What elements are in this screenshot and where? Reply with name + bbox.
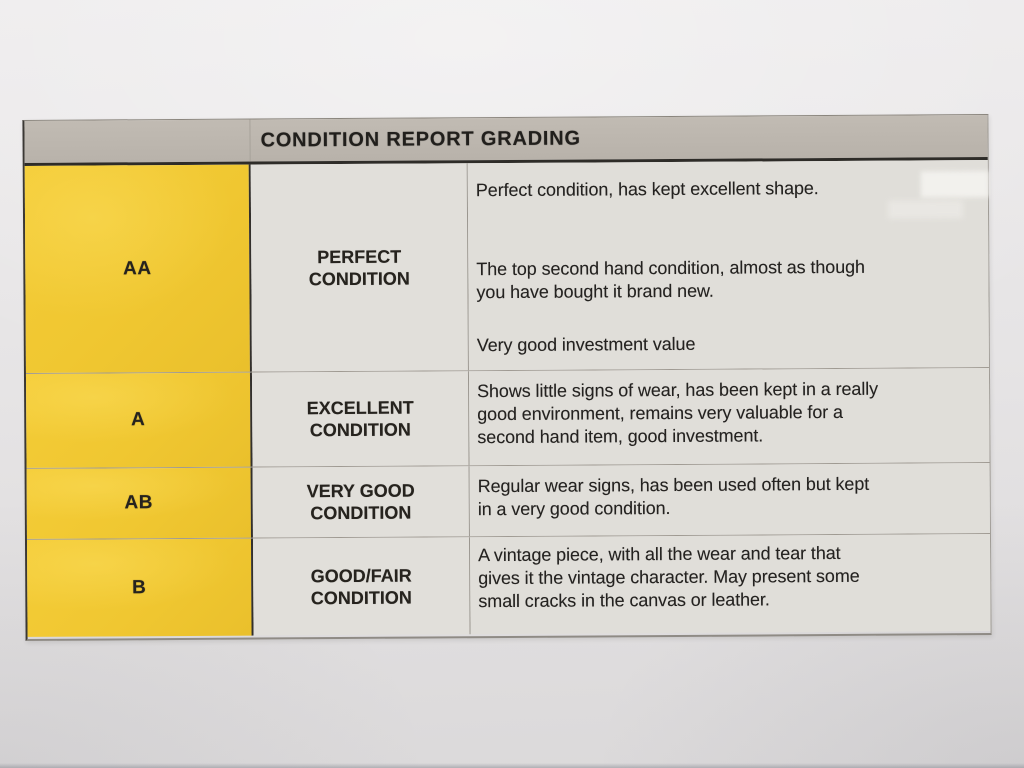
description-paragraph: A vintage piece, with all the wear and t… — [478, 542, 860, 612]
table-row-aa: AA PERFECT CONDITION Perfect condition, … — [24, 160, 989, 373]
table-row-ab: AB VERY GOOD CONDITION Regular wear sign… — [26, 462, 990, 539]
description-paragraph: The top second hand condition, almost as… — [476, 256, 865, 303]
header-spacer-cell — [24, 119, 251, 163]
grade-code: A — [131, 409, 146, 431]
grade-cell: AB — [26, 467, 253, 539]
grade-code: AB — [124, 492, 154, 514]
description-cell: Perfect condition, has kept excellent sh… — [467, 160, 989, 371]
whiteout-patch — [920, 171, 989, 198]
condition-grading-table: CONDITION REPORT GRADING AA PERFECT COND… — [22, 114, 992, 641]
description-paragraph: Very good investment value — [476, 333, 696, 356]
grade-code: AA — [123, 257, 152, 279]
table-header: CONDITION REPORT GRADING — [24, 115, 988, 166]
description-paragraph: Regular wear signs, has been used often … — [477, 473, 870, 520]
description-cell: Regular wear signs, has been used often … — [469, 463, 990, 537]
table-row-a: A EXCELLENT CONDITION Shows little signs… — [25, 367, 990, 468]
description-paragraph: Perfect condition, has kept excellent sh… — [475, 178, 819, 201]
description-cell: Shows little signs of wear, has been kep… — [468, 368, 990, 466]
whiteout-patch — [887, 200, 964, 219]
condition-label-cell: GOOD/FAIR CONDITION — [252, 537, 471, 636]
condition-label-cell: PERFECT CONDITION — [250, 163, 469, 372]
photo-bottom-edge — [0, 763, 1024, 768]
description-cell: A vintage piece, with all the wear and t… — [469, 534, 991, 635]
header-title-cell: CONDITION REPORT GRADING — [250, 115, 987, 162]
condition-label: EXCELLENT CONDITION — [306, 397, 414, 441]
description-paragraph: Shows little signs of wear, has been kep… — [477, 378, 879, 448]
grade-code: B — [132, 576, 147, 598]
condition-label-cell: VERY GOOD CONDITION — [252, 466, 470, 538]
condition-label: VERY GOOD CONDITION — [306, 480, 415, 524]
condition-label-cell: EXCELLENT CONDITION — [251, 371, 470, 467]
grade-cell: B — [26, 538, 254, 637]
condition-label: GOOD/FAIR CONDITION — [310, 565, 412, 608]
table-title: CONDITION REPORT GRADING — [260, 127, 581, 152]
grade-cell: A — [25, 372, 253, 468]
table-row-b: B GOOD/FAIR CONDITION A vintage piece, w… — [26, 533, 991, 637]
condition-label: PERFECT CONDITION — [308, 246, 410, 289]
grade-cell: AA — [24, 164, 252, 373]
